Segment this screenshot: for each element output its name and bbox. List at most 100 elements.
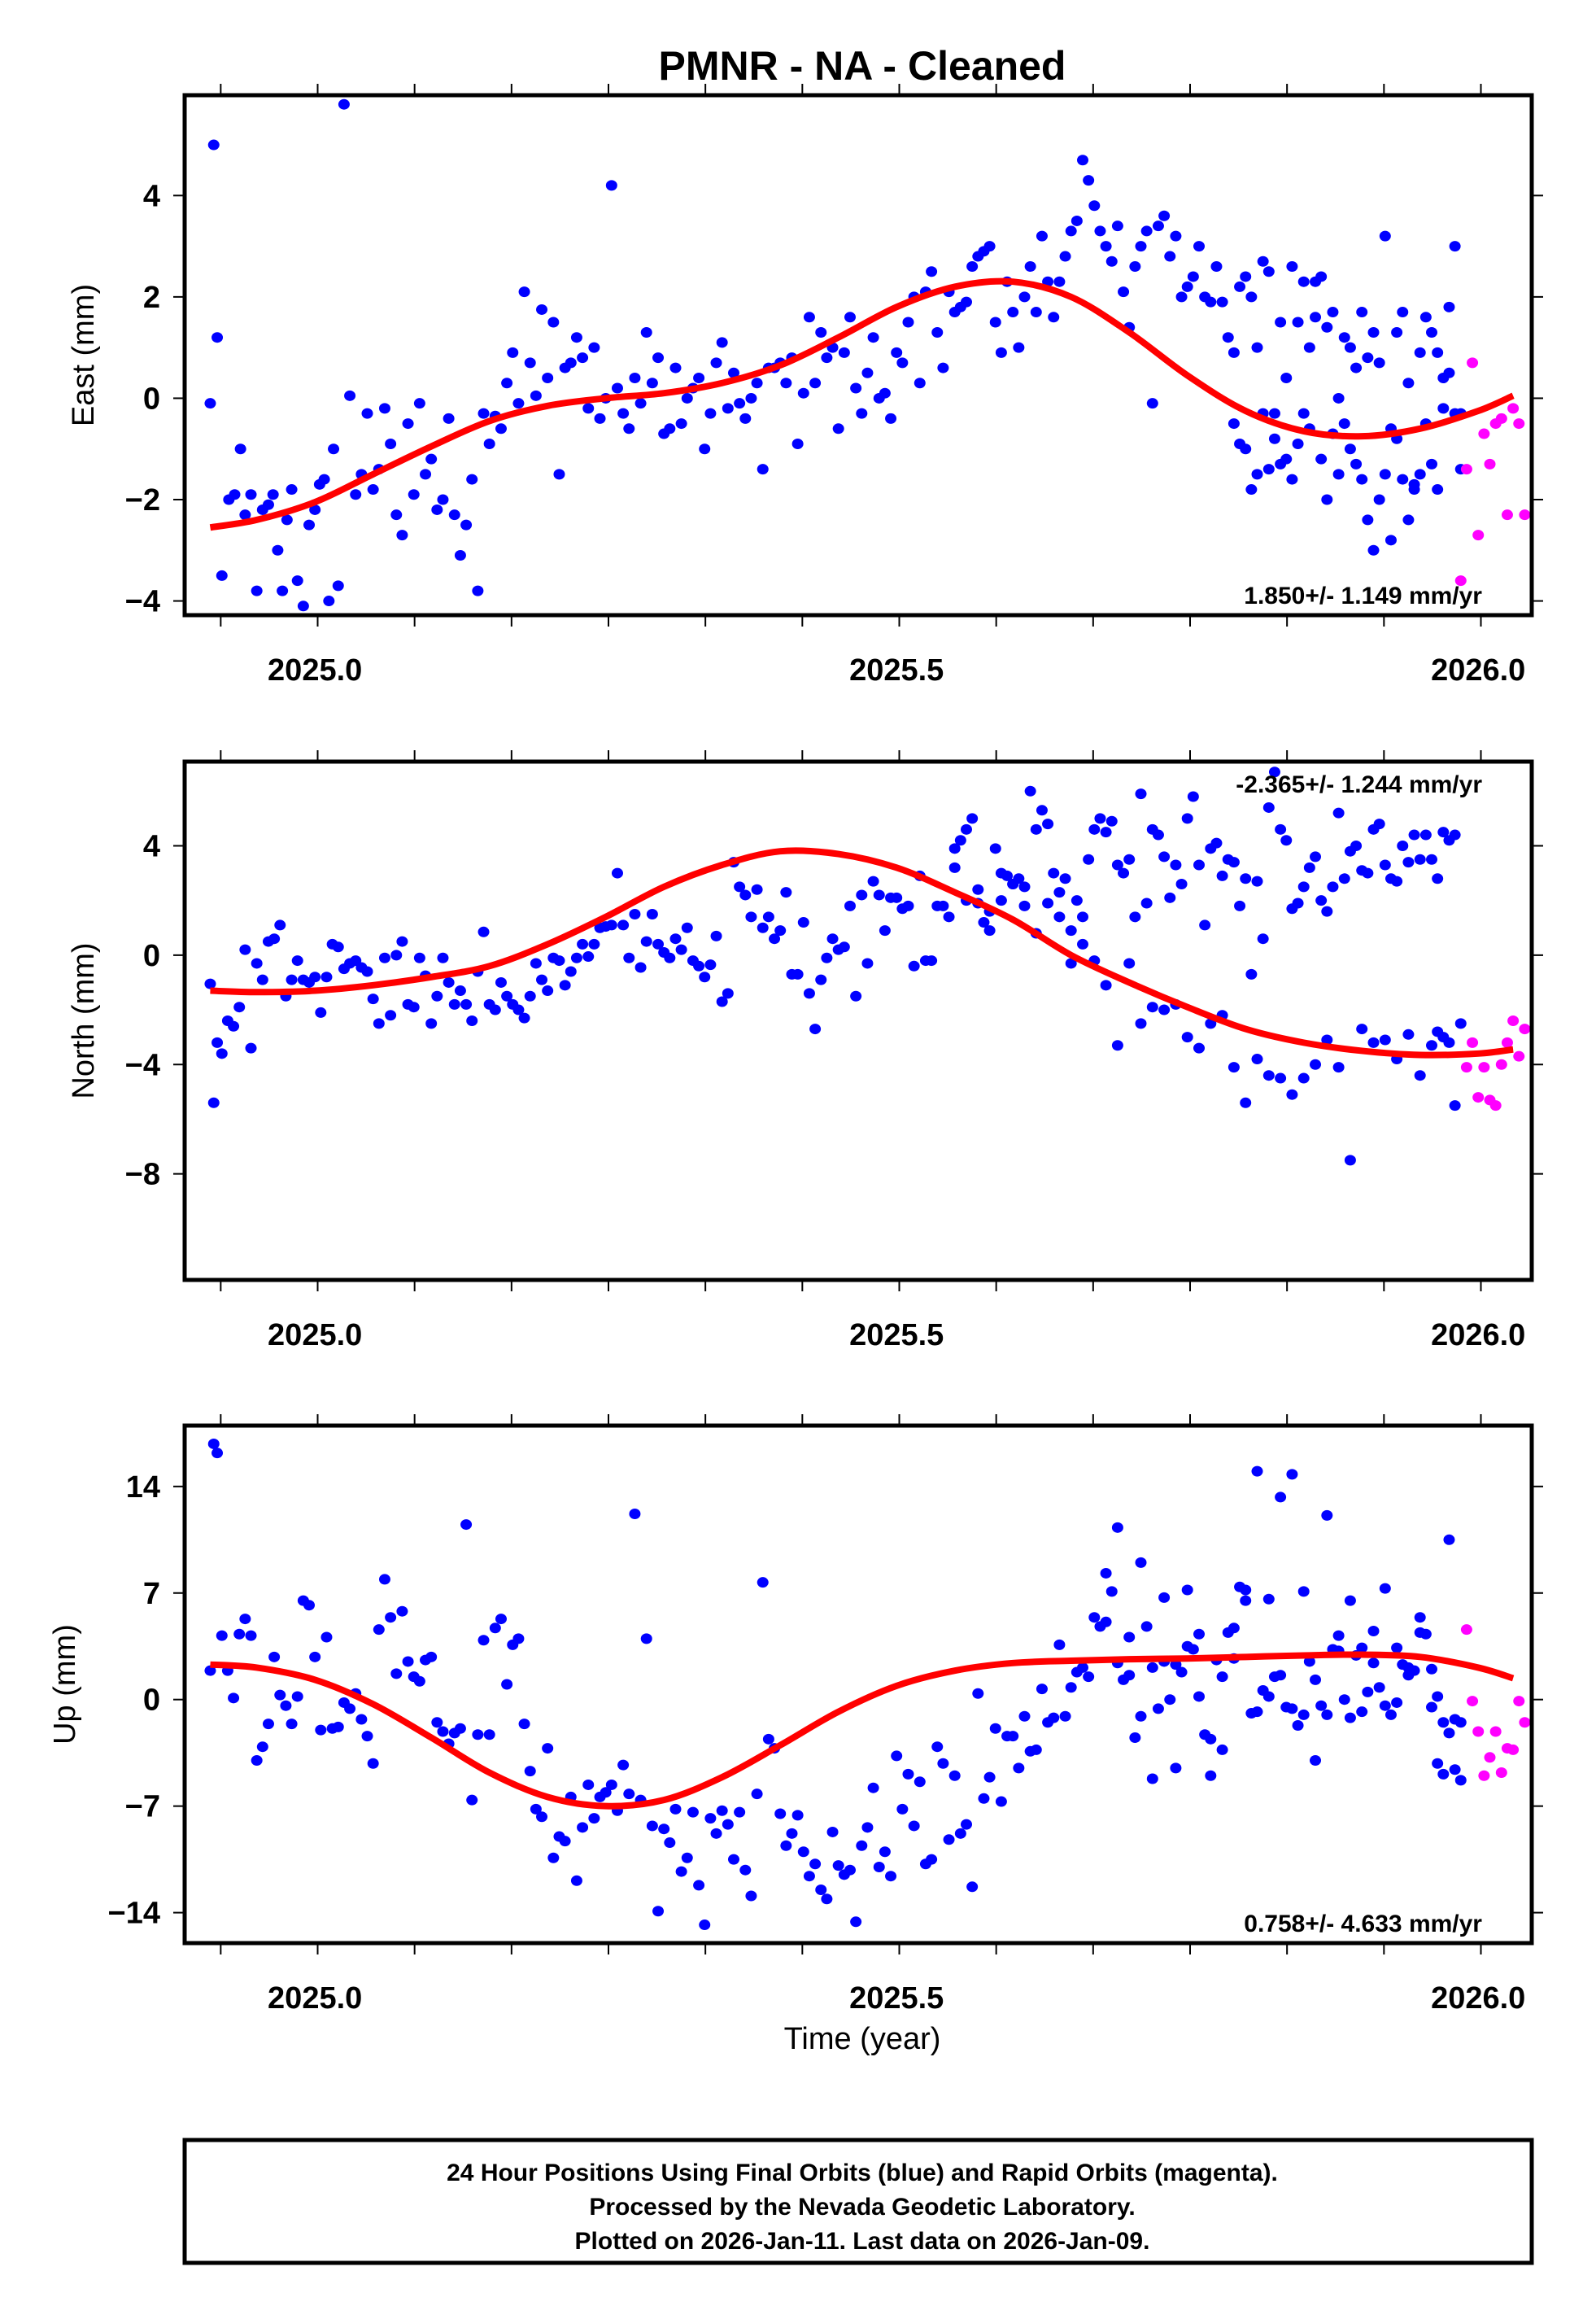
data-point bbox=[228, 1692, 240, 1704]
data-point bbox=[727, 1854, 739, 1865]
y-tick-label: 14 bbox=[126, 1470, 160, 1505]
data-point bbox=[1286, 474, 1298, 485]
data-point bbox=[699, 972, 711, 983]
data-point bbox=[483, 1729, 495, 1740]
data-point bbox=[1059, 1710, 1071, 1722]
data-point bbox=[361, 1731, 373, 1742]
data-point bbox=[658, 1823, 670, 1835]
data-point bbox=[1152, 829, 1164, 841]
data-point bbox=[1321, 321, 1333, 333]
data-point bbox=[1426, 326, 1438, 338]
data-point bbox=[629, 373, 641, 384]
data-point bbox=[1292, 1720, 1304, 1732]
data-point bbox=[559, 980, 571, 991]
data-point bbox=[1472, 530, 1485, 541]
data-point bbox=[570, 332, 582, 343]
data-point bbox=[1402, 514, 1415, 526]
data-point bbox=[1402, 857, 1415, 868]
data-point bbox=[390, 509, 403, 521]
data-point bbox=[1245, 291, 1258, 303]
data-point bbox=[1310, 851, 1322, 863]
data-point bbox=[1507, 403, 1520, 414]
data-point bbox=[995, 895, 1007, 906]
data-point bbox=[256, 1741, 268, 1753]
data-point bbox=[972, 884, 984, 895]
data-point bbox=[1362, 352, 1374, 364]
data-point bbox=[1449, 1100, 1461, 1112]
data-point bbox=[1262, 266, 1275, 277]
data-point bbox=[1495, 1059, 1507, 1070]
data-point bbox=[274, 919, 286, 931]
data-point bbox=[983, 925, 996, 937]
data-point bbox=[1118, 286, 1130, 298]
data-point bbox=[251, 958, 263, 969]
data-point bbox=[323, 596, 335, 607]
data-point bbox=[978, 917, 990, 928]
data-point bbox=[739, 413, 752, 424]
data-point bbox=[1013, 342, 1025, 353]
x-tick-label: 2026.0 bbox=[1431, 1318, 1525, 1352]
data-point bbox=[1292, 898, 1304, 909]
data-point bbox=[1053, 887, 1066, 898]
data-point bbox=[1292, 438, 1304, 449]
data-point bbox=[420, 469, 432, 480]
data-point bbox=[867, 876, 879, 887]
model-fit-line bbox=[209, 277, 1515, 531]
data-point bbox=[1158, 1592, 1171, 1603]
data-point bbox=[291, 955, 303, 967]
data-point bbox=[1344, 1595, 1356, 1606]
data-point bbox=[321, 1631, 333, 1643]
data-point bbox=[489, 1004, 501, 1015]
data-point bbox=[408, 1002, 420, 1013]
data-point bbox=[1367, 1657, 1380, 1669]
data-point bbox=[396, 1605, 408, 1617]
chart-title: PMNR - NA - Cleaned bbox=[659, 43, 1066, 89]
data-point bbox=[1426, 1040, 1438, 1051]
data-point bbox=[228, 1020, 240, 1032]
data-point bbox=[716, 996, 728, 1007]
data-point bbox=[1001, 870, 1014, 881]
data-point bbox=[809, 378, 822, 389]
data-point bbox=[216, 1048, 228, 1059]
data-point bbox=[1262, 1070, 1275, 1081]
data-point bbox=[1048, 1712, 1060, 1723]
data-point bbox=[1111, 1040, 1123, 1051]
data-point bbox=[966, 1881, 979, 1893]
data-point bbox=[675, 418, 687, 430]
data-point bbox=[239, 1614, 251, 1625]
data-point bbox=[908, 1820, 920, 1832]
data-point bbox=[454, 550, 466, 561]
data-point bbox=[850, 1916, 862, 1928]
data-point bbox=[1048, 867, 1060, 879]
data-point bbox=[873, 1861, 885, 1872]
data-point bbox=[1181, 1032, 1193, 1043]
data-point bbox=[1158, 210, 1171, 221]
data-point bbox=[937, 362, 949, 373]
data-point bbox=[1257, 255, 1269, 267]
data-point bbox=[1414, 469, 1426, 480]
data-point bbox=[739, 889, 752, 901]
data-point bbox=[891, 347, 903, 358]
data-point bbox=[809, 1024, 822, 1035]
data-point bbox=[791, 968, 804, 980]
y-tick-label: 0 bbox=[143, 382, 160, 416]
data-point bbox=[268, 1651, 281, 1662]
data-point bbox=[948, 843, 961, 854]
data-point bbox=[577, 352, 589, 364]
data-point bbox=[588, 342, 600, 353]
data-point bbox=[1100, 1567, 1112, 1579]
data-point bbox=[1443, 1037, 1455, 1048]
data-point bbox=[239, 509, 251, 521]
data-point bbox=[1181, 1584, 1193, 1596]
data-point bbox=[1024, 261, 1036, 273]
model-fit-line bbox=[210, 1651, 1515, 1810]
data-point bbox=[989, 843, 1001, 854]
plot-frame bbox=[182, 1423, 1534, 1946]
data-point bbox=[1262, 1593, 1275, 1605]
data-point bbox=[954, 835, 966, 846]
data-point bbox=[1432, 1758, 1444, 1769]
data-point bbox=[1391, 1642, 1403, 1653]
data-point bbox=[437, 1726, 449, 1737]
data-point bbox=[856, 1840, 868, 1851]
data-point bbox=[309, 972, 321, 983]
